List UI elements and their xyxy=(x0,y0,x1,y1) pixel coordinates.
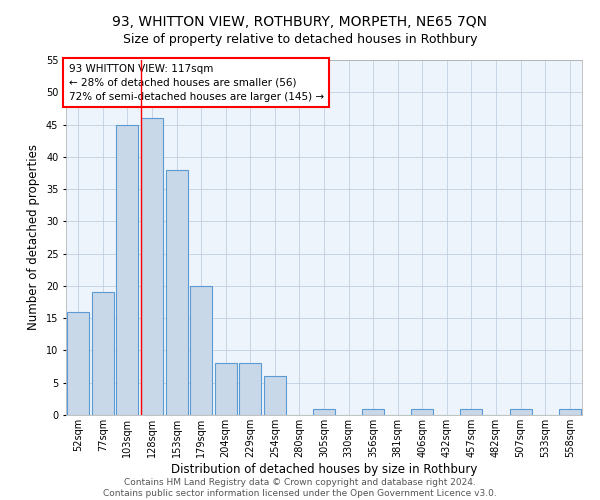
Bar xyxy=(141,118,163,415)
Y-axis label: Number of detached properties: Number of detached properties xyxy=(28,144,40,330)
Bar xyxy=(509,408,532,415)
Bar xyxy=(362,408,384,415)
X-axis label: Distribution of detached houses by size in Rothbury: Distribution of detached houses by size … xyxy=(171,462,477,475)
Bar xyxy=(411,408,433,415)
Bar xyxy=(460,408,482,415)
Bar xyxy=(559,408,581,415)
Text: 93, WHITTON VIEW, ROTHBURY, MORPETH, NE65 7QN: 93, WHITTON VIEW, ROTHBURY, MORPETH, NE6… xyxy=(113,15,487,29)
Bar xyxy=(166,170,188,415)
Bar xyxy=(67,312,89,415)
Bar xyxy=(215,364,237,415)
Text: Size of property relative to detached houses in Rothbury: Size of property relative to detached ho… xyxy=(123,32,477,46)
Text: Contains HM Land Registry data © Crown copyright and database right 2024.
Contai: Contains HM Land Registry data © Crown c… xyxy=(103,478,497,498)
Bar xyxy=(190,286,212,415)
Bar xyxy=(92,292,114,415)
Bar xyxy=(264,376,286,415)
Bar xyxy=(313,408,335,415)
Bar xyxy=(239,364,262,415)
Bar xyxy=(116,124,139,415)
Text: 93 WHITTON VIEW: 117sqm
← 28% of detached houses are smaller (56)
72% of semi-de: 93 WHITTON VIEW: 117sqm ← 28% of detache… xyxy=(68,64,324,102)
